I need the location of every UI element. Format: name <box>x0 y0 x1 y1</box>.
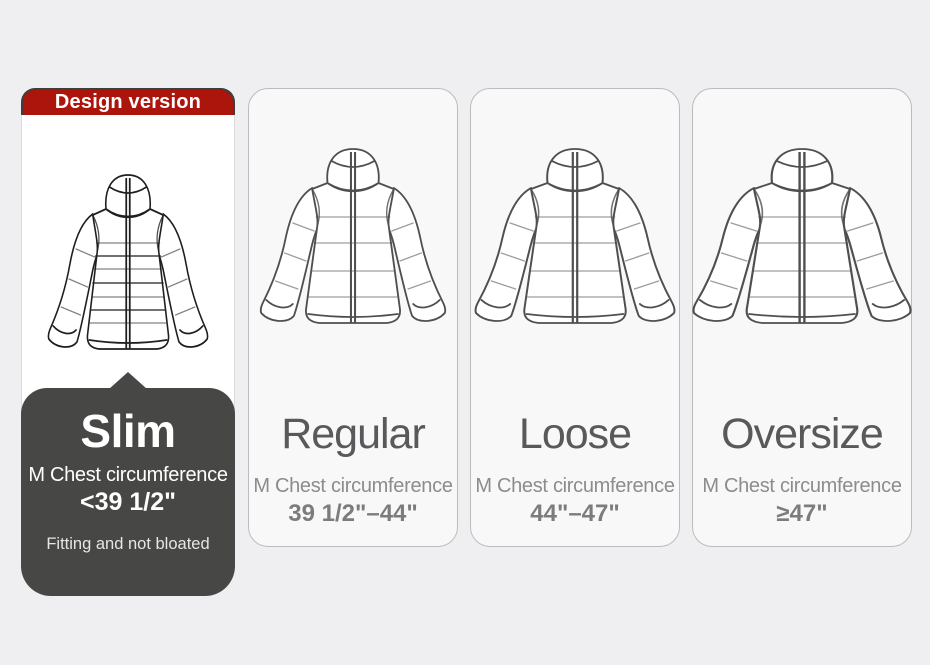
puffer-jacket-illustration-slim <box>31 157 225 357</box>
fit-card-slim: Design version Slim M Chest circumferenc… <box>21 88 235 596</box>
design-version-label: Design version <box>54 91 202 113</box>
fit-name: Oversize <box>721 410 884 458</box>
fit-name: Loose <box>518 410 632 458</box>
measure-label: M Chest circumference <box>28 464 228 486</box>
measure-label: M Chest circumference <box>475 475 675 497</box>
measure-value: ≥47" <box>776 500 828 527</box>
callout-arrow-icon <box>109 372 147 389</box>
design-version-badge: Design version <box>21 88 235 115</box>
puffer-jacket-illustration-oversize <box>670 131 930 331</box>
measure-value: 44"–47" <box>530 500 620 527</box>
fit-name: Slim <box>80 405 176 457</box>
measure-value: <39 1/2" <box>80 488 176 516</box>
fit-card-loose: Loose M Chest circumference 44"–47" <box>470 88 680 547</box>
puffer-jacket-illustration-loose <box>454 131 696 331</box>
fit-note: Fitting and not bloated <box>46 535 210 553</box>
measure-value: 39 1/2"–44" <box>288 500 418 527</box>
measure-label: M Chest circumference <box>702 475 902 497</box>
puffer-jacket-illustration-regular <box>241 131 465 331</box>
fit-card-regular: Regular M Chest circumference 39 1/2"–44… <box>248 88 458 547</box>
slim-callout-bubble: Slim M Chest circumference <39 1/2" Fitt… <box>21 372 235 596</box>
fit-name: Regular <box>281 410 426 458</box>
measure-label: M Chest circumference <box>253 475 453 497</box>
fit-card-oversize: Oversize M Chest circumference ≥47" <box>692 88 912 547</box>
